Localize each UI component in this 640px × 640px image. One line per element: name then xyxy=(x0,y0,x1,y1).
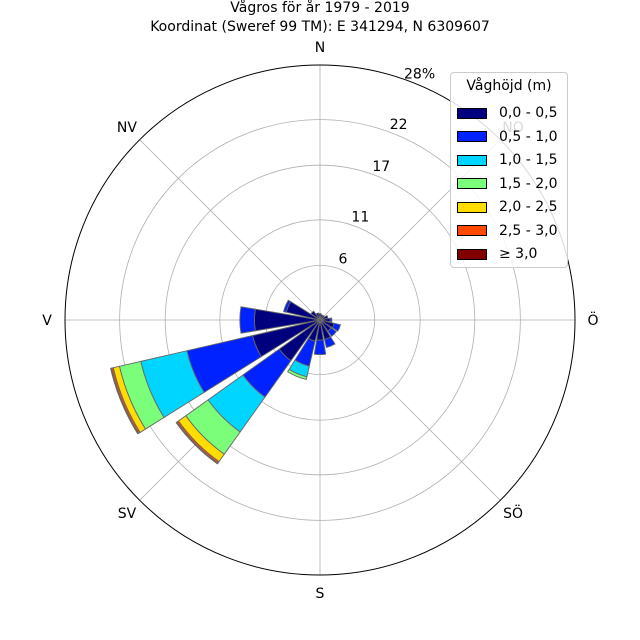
legend-label: 2,0 - 2,5 xyxy=(499,199,558,215)
direction-label: SV xyxy=(118,506,137,522)
radial-tick-label: 22 xyxy=(390,117,408,133)
legend-swatch xyxy=(457,107,487,119)
radial-tick-label: 6 xyxy=(338,252,347,268)
grid-spoke xyxy=(319,319,501,501)
direction-label: N xyxy=(315,40,325,56)
rose-bar-segment xyxy=(283,299,292,313)
rose-bar-segment xyxy=(327,327,337,337)
legend-swatch xyxy=(457,248,487,260)
legend-item: 2,0 - 2,5 xyxy=(457,198,557,216)
legend-item: 1,5 - 2,0 xyxy=(457,175,557,193)
legend-label: 1,5 - 2,0 xyxy=(499,175,558,192)
rose-bar-segment xyxy=(287,368,308,380)
legend-swatch xyxy=(457,201,487,213)
legend: Våghöjd (m) 0,0 - 0,5 0,5 - 1,0 1,0 - 1,5 1… xyxy=(450,72,568,268)
grid-ring xyxy=(219,219,421,421)
legend-label: 1,0 - 1,5 xyxy=(499,152,558,168)
direction-label: SÖ xyxy=(503,504,523,522)
rose-bar-segment xyxy=(329,317,333,323)
grid-spoke xyxy=(139,139,321,321)
legend-item: ≥ 3,0 xyxy=(457,245,537,263)
legend-item: 1,0 - 1,5 xyxy=(457,151,557,169)
legend-item: 2,5 - 3,0 xyxy=(457,222,557,240)
rose-bar-segment xyxy=(110,367,140,435)
legend-item: 0,0 - 0,5 xyxy=(457,104,557,122)
rose-bar-segment xyxy=(239,306,256,334)
grid-ring xyxy=(164,164,476,476)
rose-bar-segment xyxy=(323,336,336,349)
radial-tick-label: 17 xyxy=(372,159,390,175)
legend-label: 0,5 - 1,0 xyxy=(499,128,558,145)
radial-tick-label: 28% xyxy=(404,66,435,82)
rose-bar-segment xyxy=(319,315,329,321)
legend-swatch xyxy=(457,178,487,189)
legend-swatch xyxy=(457,131,487,142)
outer-ring xyxy=(64,64,576,576)
chart-subtitle: Koordinat (Sweref 99 TM): E 341294, N 63… xyxy=(150,19,490,35)
legend-item: 0,5 - 1,0 xyxy=(457,128,557,146)
rose-bar-segment xyxy=(175,421,219,465)
rose-bar-segment xyxy=(310,310,321,321)
legend-label: 2,5 - 3,0 xyxy=(499,222,558,239)
chart-title: Vågros för år 1979 - 2019 xyxy=(230,0,410,16)
direction-label: V xyxy=(42,313,52,329)
direction-label: NV xyxy=(117,120,137,136)
legend-title: Våghöjd (m) xyxy=(466,78,552,94)
rose-bar-segment xyxy=(313,339,327,356)
grid-ring xyxy=(119,119,521,521)
rose-bar-segment xyxy=(315,312,321,321)
legend-label: 0,0 - 0,5 xyxy=(499,105,558,121)
rose-bar-segment xyxy=(331,322,341,332)
radial-tick-label: 11 xyxy=(351,209,369,225)
legend-label: ≥ 3,0 xyxy=(499,246,538,262)
legend-swatch xyxy=(457,154,487,166)
direction-label: S xyxy=(316,586,325,602)
legend-swatch xyxy=(457,225,487,236)
rose-bars xyxy=(110,299,341,465)
direction-label: Ö xyxy=(587,311,598,329)
